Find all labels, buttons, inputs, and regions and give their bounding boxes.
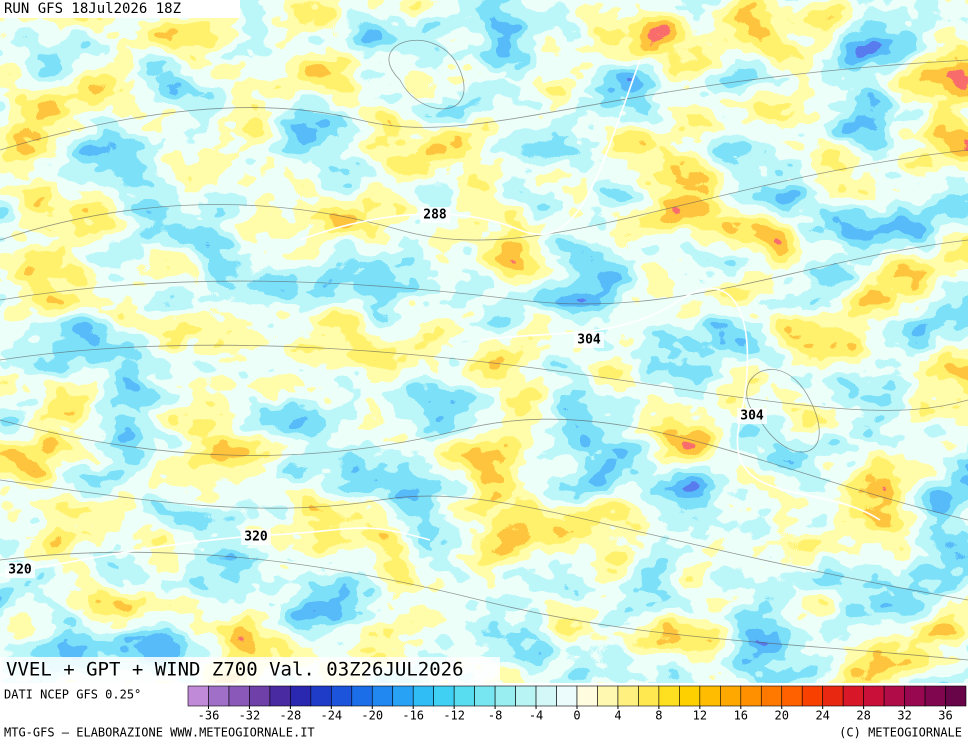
colorbar-tick-label: -12 <box>443 709 465 723</box>
colorbar-box <box>310 685 332 707</box>
contour-label: 304 <box>740 409 764 424</box>
colorbar-box <box>760 685 783 707</box>
colorbar-box <box>822 685 844 707</box>
colorbar-box <box>924 685 946 707</box>
colorbar-box <box>801 685 823 707</box>
contour-label: 320 <box>244 530 268 545</box>
colorbar-box <box>679 685 701 707</box>
colorbar-box <box>842 685 864 707</box>
colorbar-tick-label: -28 <box>280 709 302 723</box>
wind-streamlines <box>0 39 968 661</box>
colorbar-box <box>494 685 516 707</box>
contour-label: 304 <box>577 333 601 348</box>
colorbar-tick-label: 28 <box>856 709 870 723</box>
colorbar-tick-label: -32 <box>239 709 261 723</box>
colorbar-box <box>658 685 680 707</box>
colorbar-tick-label: 0 <box>573 709 580 723</box>
colorbar: -36 -32 -28 -24 -20 -16 -12 -8 -4 0 4 8 12 16 20 24 28 32… <box>187 685 967 723</box>
contour-label-bg <box>5 562 35 578</box>
colorbar-box <box>412 685 434 707</box>
run-box <box>0 0 240 18</box>
colorbar-box <box>781 685 803 707</box>
colorbar-tick-label: 12 <box>693 709 707 723</box>
colorbar-box <box>556 685 578 707</box>
colorbar-tick-label: -36 <box>198 709 220 723</box>
colorbar-tick-label: 8 <box>655 709 662 723</box>
colorbar-box <box>597 685 619 707</box>
colorbar-tick-label: 24 <box>815 709 829 723</box>
colorbar-box <box>392 685 414 707</box>
colorbar-box <box>638 685 660 707</box>
colorbar-tick-label: 4 <box>614 709 621 723</box>
footer-right: (C) METEOGIORNALE <box>839 726 962 740</box>
run-label: RUN GFS 18Jul2026 18Z <box>4 1 181 17</box>
colorbar-box <box>208 685 230 707</box>
colorbar-tick-label: 36 <box>938 709 952 723</box>
contour-label-bg <box>420 207 450 223</box>
colorbar-box <box>269 685 291 707</box>
colorbar-box <box>351 685 373 707</box>
map-title: VVEL + GPT + WIND Z700 Val. 03Z26JUL2026 <box>6 659 464 681</box>
title-box <box>0 657 500 683</box>
colorbar-tick-label: -24 <box>320 709 342 723</box>
contour-label: 288 <box>423 208 447 223</box>
colorbar-box <box>863 685 885 707</box>
colorbar-box <box>720 685 742 707</box>
colorbar-box <box>433 685 455 707</box>
colorbar-box <box>535 685 557 707</box>
colorbar-box <box>883 685 905 707</box>
colorbar-box <box>290 685 312 707</box>
colorbar-box <box>249 685 271 707</box>
colorbar-box <box>228 685 250 707</box>
colorbar-tick-label: -8 <box>488 709 502 723</box>
colorbar-box <box>904 685 926 707</box>
contour-label: 320 <box>8 563 32 578</box>
colorbar-box <box>515 685 537 707</box>
contour-label-bg <box>574 332 604 348</box>
data-source: DATI NCEP GFS 0.25° <box>4 688 141 702</box>
contour-label-bg <box>737 408 767 424</box>
colorbar-tick-label: 16 <box>734 709 748 723</box>
colorbar-box <box>740 685 762 707</box>
colorbar-box <box>945 685 967 707</box>
colorbar-box <box>699 685 721 707</box>
footer-left: MTG-GFS – ELABORAZIONE WWW.METEOGIORNALE… <box>4 726 315 740</box>
vvel-field <box>0 0 968 683</box>
colorbar-box <box>576 685 598 707</box>
contour-labels: 288 304 304 320 320 <box>5 207 767 578</box>
colorbar-tick-label: 20 <box>775 709 789 723</box>
colorbar-box <box>453 685 475 707</box>
contour-label-bg <box>241 529 271 545</box>
colorbar-box <box>617 685 639 707</box>
colorbar-box <box>187 685 209 707</box>
colorbar-box <box>331 685 353 707</box>
colorbar-tick-label: -20 <box>361 709 383 723</box>
colorbar-tick-label: -4 <box>529 709 543 723</box>
colorbar-tick-label: 32 <box>897 709 911 723</box>
colorbar-box <box>474 685 496 707</box>
colorbar-tick-label: -16 <box>402 709 424 723</box>
colorbar-box <box>371 685 394 707</box>
